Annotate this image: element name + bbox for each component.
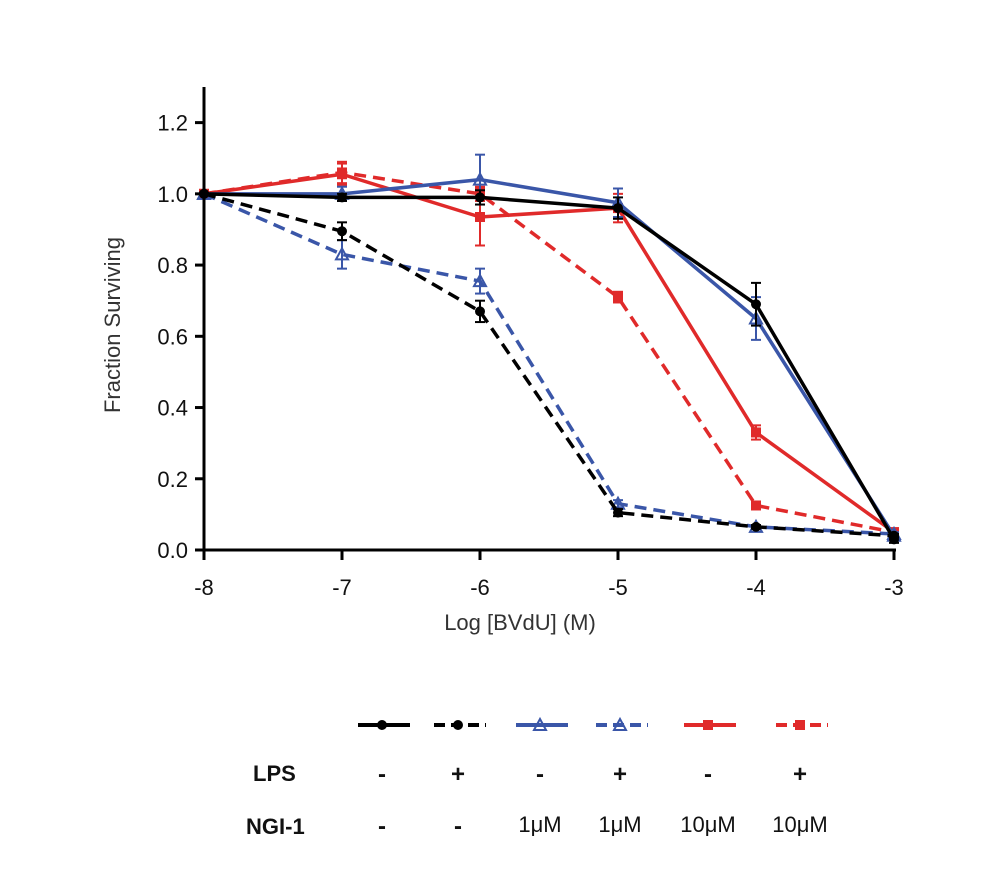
data-point bbox=[334, 246, 350, 261]
series-5 bbox=[199, 160, 899, 538]
legend-marker-4 bbox=[703, 720, 713, 730]
y-tick-label: 0.8 bbox=[157, 253, 188, 278]
y-tick-label: 1.2 bbox=[157, 111, 188, 136]
data-point bbox=[472, 171, 488, 186]
y-tick-label: 0.6 bbox=[157, 324, 188, 349]
y-tick-label: 0.2 bbox=[157, 467, 188, 492]
series-line bbox=[204, 177, 896, 537]
series-line bbox=[203, 192, 895, 538]
legend-lps-value: + bbox=[793, 761, 807, 788]
data-point bbox=[751, 427, 761, 438]
legend-ngi-value: 10μM bbox=[772, 812, 827, 837]
y-tick-label: 1.0 bbox=[157, 182, 188, 207]
legend-ngi-label: NGI-1 bbox=[246, 814, 305, 839]
y-axis-title: Fraction Surviving bbox=[100, 237, 125, 413]
data-point bbox=[472, 273, 488, 288]
data-point bbox=[475, 192, 485, 203]
legend-marker-2 bbox=[532, 716, 548, 731]
legend-lps-value: - bbox=[378, 761, 386, 788]
x-tick-label: -3 bbox=[884, 575, 904, 600]
legend-ngi-value: 1μM bbox=[598, 812, 641, 837]
legend-marker-5 bbox=[795, 720, 805, 730]
y-tick-label: 0.0 bbox=[157, 538, 188, 563]
series-1 bbox=[199, 188, 899, 541]
legend-marker-0 bbox=[377, 720, 387, 730]
data-point bbox=[337, 169, 347, 180]
series-0 bbox=[199, 188, 899, 545]
data-point bbox=[613, 203, 623, 214]
legend-ngi-value: - bbox=[378, 813, 386, 840]
legend-lps-value: - bbox=[704, 761, 712, 788]
legend-ngi-value: 1μM bbox=[518, 812, 561, 837]
series-line bbox=[203, 192, 895, 536]
data-point bbox=[751, 500, 761, 511]
legend: LPS NGI-1 - + - + - + - - 1μM 1μM 10μM 10μM bbox=[246, 716, 828, 840]
legend-lps-value: + bbox=[451, 761, 465, 788]
data-point bbox=[889, 534, 899, 545]
data-point bbox=[613, 507, 623, 518]
legend-marker-3 bbox=[612, 716, 628, 731]
legend-lps-value: - bbox=[536, 761, 544, 788]
legend-marker-1 bbox=[453, 720, 463, 730]
legend-lps-value: + bbox=[613, 761, 627, 788]
x-tick-label: -7 bbox=[332, 575, 352, 600]
data-point bbox=[475, 211, 485, 222]
series-line bbox=[203, 170, 895, 534]
x-tick-label: -4 bbox=[746, 575, 766, 600]
y-tick-label: 0.4 bbox=[157, 396, 188, 421]
plot-area bbox=[196, 153, 902, 545]
legend-ngi-value: - bbox=[454, 813, 462, 840]
series-3 bbox=[196, 185, 902, 540]
x-tick-label: -6 bbox=[470, 575, 490, 600]
data-point bbox=[475, 306, 485, 317]
data-point bbox=[751, 521, 761, 532]
legend-ngi-value: 10μM bbox=[680, 812, 735, 837]
data-point bbox=[613, 292, 623, 303]
x-axis-title: Log [BVdU] (M) bbox=[444, 610, 596, 635]
series-line bbox=[203, 172, 896, 534]
x-tick-label: -5 bbox=[608, 575, 628, 600]
axes: 0.0 0.2 0.4 0.6 0.8 1.0 1.2 -8 -7 -6 -5 -4 -3 bbox=[157, 87, 904, 600]
legend-lps-label: LPS bbox=[253, 761, 296, 786]
data-point bbox=[337, 192, 347, 203]
series-line bbox=[203, 192, 896, 541]
data-point bbox=[751, 299, 761, 310]
data-point bbox=[337, 226, 347, 237]
x-tick-label: -8 bbox=[194, 575, 214, 600]
